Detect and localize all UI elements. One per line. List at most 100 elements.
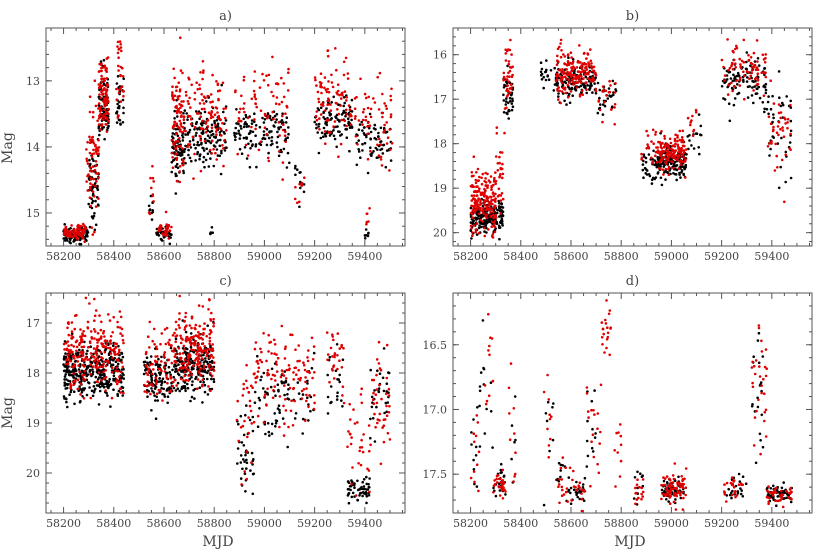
data-point — [366, 106, 370, 110]
data-point — [104, 375, 108, 379]
data-point — [284, 121, 288, 124]
data-point — [280, 324, 284, 328]
data-point — [672, 156, 675, 160]
data-point — [115, 342, 118, 346]
data-point — [64, 230, 68, 234]
data-point — [215, 141, 218, 144]
data-point — [97, 339, 100, 342]
data-point — [267, 159, 271, 163]
data-point — [63, 365, 66, 368]
data-point — [168, 371, 171, 374]
data-point — [678, 138, 682, 142]
data-point — [493, 199, 497, 202]
data-point — [97, 154, 100, 158]
data-point — [691, 134, 695, 137]
data-point — [196, 88, 199, 91]
data-point — [214, 151, 217, 155]
data-point — [185, 324, 188, 328]
data-point — [508, 65, 512, 69]
data-point — [267, 333, 271, 337]
data-point — [174, 337, 178, 341]
data-point — [207, 385, 210, 388]
data-point — [274, 120, 277, 124]
data-point — [336, 108, 339, 111]
data-point — [95, 172, 98, 175]
data-point — [389, 113, 393, 116]
data-point — [178, 137, 181, 140]
data-point — [758, 96, 762, 100]
data-point — [187, 76, 190, 80]
data-point — [86, 162, 90, 165]
data-point — [299, 376, 303, 380]
data-point — [163, 370, 167, 373]
data-point — [506, 93, 510, 97]
data-point — [262, 130, 266, 133]
data-point — [63, 223, 66, 226]
data-point — [273, 125, 276, 128]
data-point — [197, 343, 200, 346]
data-point — [108, 358, 112, 362]
data-point — [486, 186, 489, 189]
data-point — [189, 345, 193, 349]
data-point — [71, 230, 74, 234]
data-point — [481, 209, 485, 212]
data-point — [187, 374, 190, 377]
data-point — [100, 84, 104, 88]
data-point — [280, 150, 283, 154]
data-point — [477, 231, 481, 235]
data-point — [557, 98, 560, 101]
data-point — [102, 88, 105, 92]
data-point — [584, 63, 588, 66]
data-point — [273, 343, 277, 346]
data-point — [765, 107, 769, 111]
data-point — [89, 330, 93, 333]
data-point — [93, 168, 97, 172]
data-point — [248, 165, 252, 169]
data-point — [506, 75, 509, 78]
data-point — [155, 232, 159, 236]
data-point — [207, 111, 211, 114]
data-point — [306, 359, 310, 363]
data-point — [281, 161, 285, 164]
data-point — [177, 346, 181, 350]
data-point — [650, 182, 654, 185]
data-point — [237, 129, 240, 133]
data-point — [277, 121, 281, 124]
data-point — [472, 197, 475, 200]
data-point — [96, 184, 99, 188]
data-point — [193, 125, 197, 129]
data-point — [105, 130, 109, 133]
data-point — [307, 349, 310, 352]
data-point — [167, 365, 171, 369]
data-point — [698, 152, 701, 156]
data-point — [667, 156, 671, 159]
data-point — [79, 399, 82, 403]
data-point — [778, 96, 781, 99]
data-point — [183, 150, 186, 154]
data-point — [97, 371, 101, 374]
data-point — [168, 242, 172, 246]
data-point — [97, 123, 101, 126]
data-point — [364, 115, 368, 119]
data-point — [109, 342, 113, 345]
data-point — [270, 422, 274, 426]
data-point — [165, 226, 168, 230]
data-point — [356, 479, 359, 483]
data-point — [652, 149, 655, 153]
data-point — [107, 386, 110, 390]
data-point — [186, 382, 189, 386]
data-point — [177, 363, 180, 366]
data-point — [281, 112, 284, 115]
data-point — [251, 492, 255, 496]
data-point — [659, 154, 662, 158]
data-point — [89, 187, 92, 191]
data-point — [245, 461, 249, 465]
data-point — [502, 78, 505, 82]
data-point — [780, 158, 784, 162]
data-point — [764, 82, 768, 86]
data-point — [333, 137, 337, 141]
data-point — [345, 124, 348, 128]
data-point — [163, 230, 167, 233]
data-point — [283, 422, 286, 426]
data-point — [83, 229, 86, 232]
